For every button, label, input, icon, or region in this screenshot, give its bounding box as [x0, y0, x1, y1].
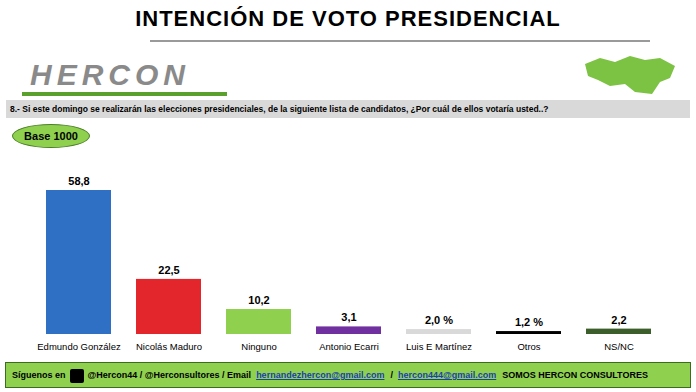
html-text:@Hercon44 / @Herconsultores /: @Hercon44 / @Herconsultores / Email — [87, 370, 252, 380]
svg-text:NS/NC: NS/NC — [604, 341, 634, 352]
svg-text:22,5: 22,5 — [158, 264, 179, 276]
html-text:Base 1000: Base 1000 — [24, 130, 78, 142]
html-text:Síguenos en: Síguenos en — [12, 370, 66, 380]
svg-text:Ninguno: Ninguno — [241, 341, 276, 352]
html-text:HERCON: HERCON — [30, 58, 190, 91]
html-text:hercon444@gmail.com: hercon444@gmail.com — [398, 370, 497, 380]
svg-text:Otros: Otros — [517, 341, 540, 352]
svg-text:1,2 %: 1,2 % — [515, 316, 543, 328]
html-text:INTENCIÓN DE VOTO PRESIDENCIAL: INTENCIÓN DE VOTO PRESIDENCIAL — [135, 6, 561, 31]
svg-text:58,8: 58,8 — [68, 175, 89, 187]
svg-text:2,0 %: 2,0 % — [425, 314, 453, 326]
svg-text:Luis E Martínez: Luis E Martínez — [406, 341, 472, 352]
svg-text:10,2: 10,2 — [248, 294, 269, 306]
html-text:hernandezhercon@gmail.com: hernandezhercon@gmail.com — [256, 370, 385, 380]
svg-text:Antonio Ecarri: Antonio Ecarri — [319, 341, 379, 352]
svg-text:2,2: 2,2 — [611, 314, 626, 326]
svg-text:Nicolás Maduro: Nicolás Maduro — [136, 341, 202, 352]
html-text:8.- Si este domingo se realiza: 8.- Si este domingo se realizarán las el… — [10, 104, 549, 114]
html-text:SOMOS HERCON CONSULTORES: SOMOS HERCON CONSULTORES — [502, 370, 648, 380]
svg-text:3,1: 3,1 — [341, 311, 356, 323]
svg-text:Edmundo González: Edmundo González — [37, 341, 121, 352]
